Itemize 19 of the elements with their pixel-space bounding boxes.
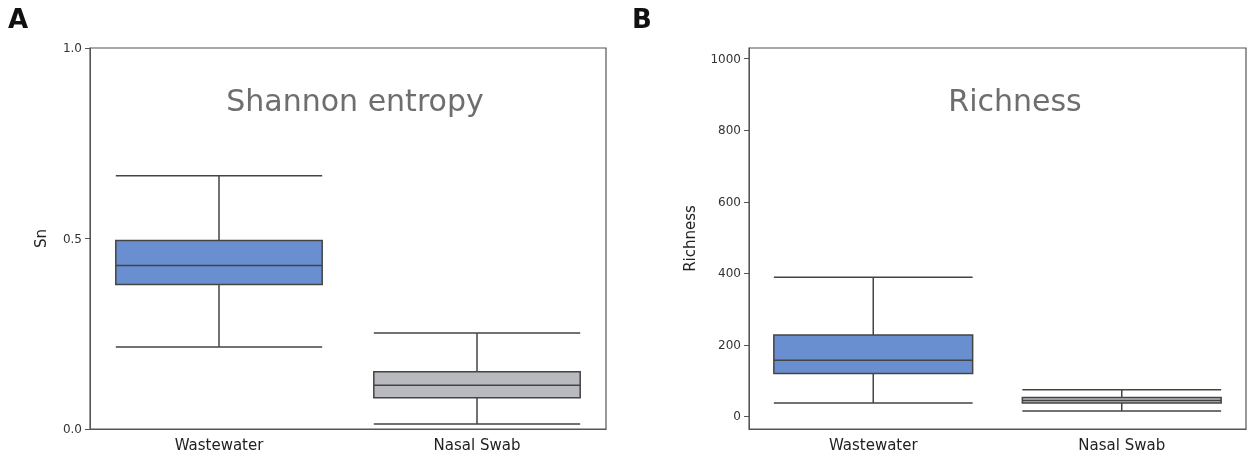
y-tick-label: 0.0 <box>62 422 82 436</box>
y-tick-label: 1000 <box>710 51 741 66</box>
y-tick-label: 1.0 <box>62 41 82 55</box>
y-tick-label: 400 <box>718 266 741 281</box>
text: A <box>8 4 29 34</box>
y-tick-label: 800 <box>718 123 741 138</box>
y-axis-title: Sn <box>31 228 50 249</box>
x-tick-label: Wastewater <box>174 435 265 454</box>
y-tick-label: 200 <box>718 337 741 352</box>
y-tick-label: 0.5 <box>62 231 82 246</box>
x-tick-label: Nasal Swab <box>1078 435 1166 454</box>
y-tick-label: 0 <box>733 409 741 424</box>
text: Shannon entropy <box>226 82 484 118</box>
y-axis-title: Richness <box>680 204 699 272</box>
text: Richness <box>948 82 1082 118</box>
x-tick-label: Nasal Swab <box>433 435 521 454</box>
text: B <box>632 4 652 34</box>
x-tick-label: Wastewater <box>828 435 919 454</box>
y-tick-label: 600 <box>718 194 741 209</box>
